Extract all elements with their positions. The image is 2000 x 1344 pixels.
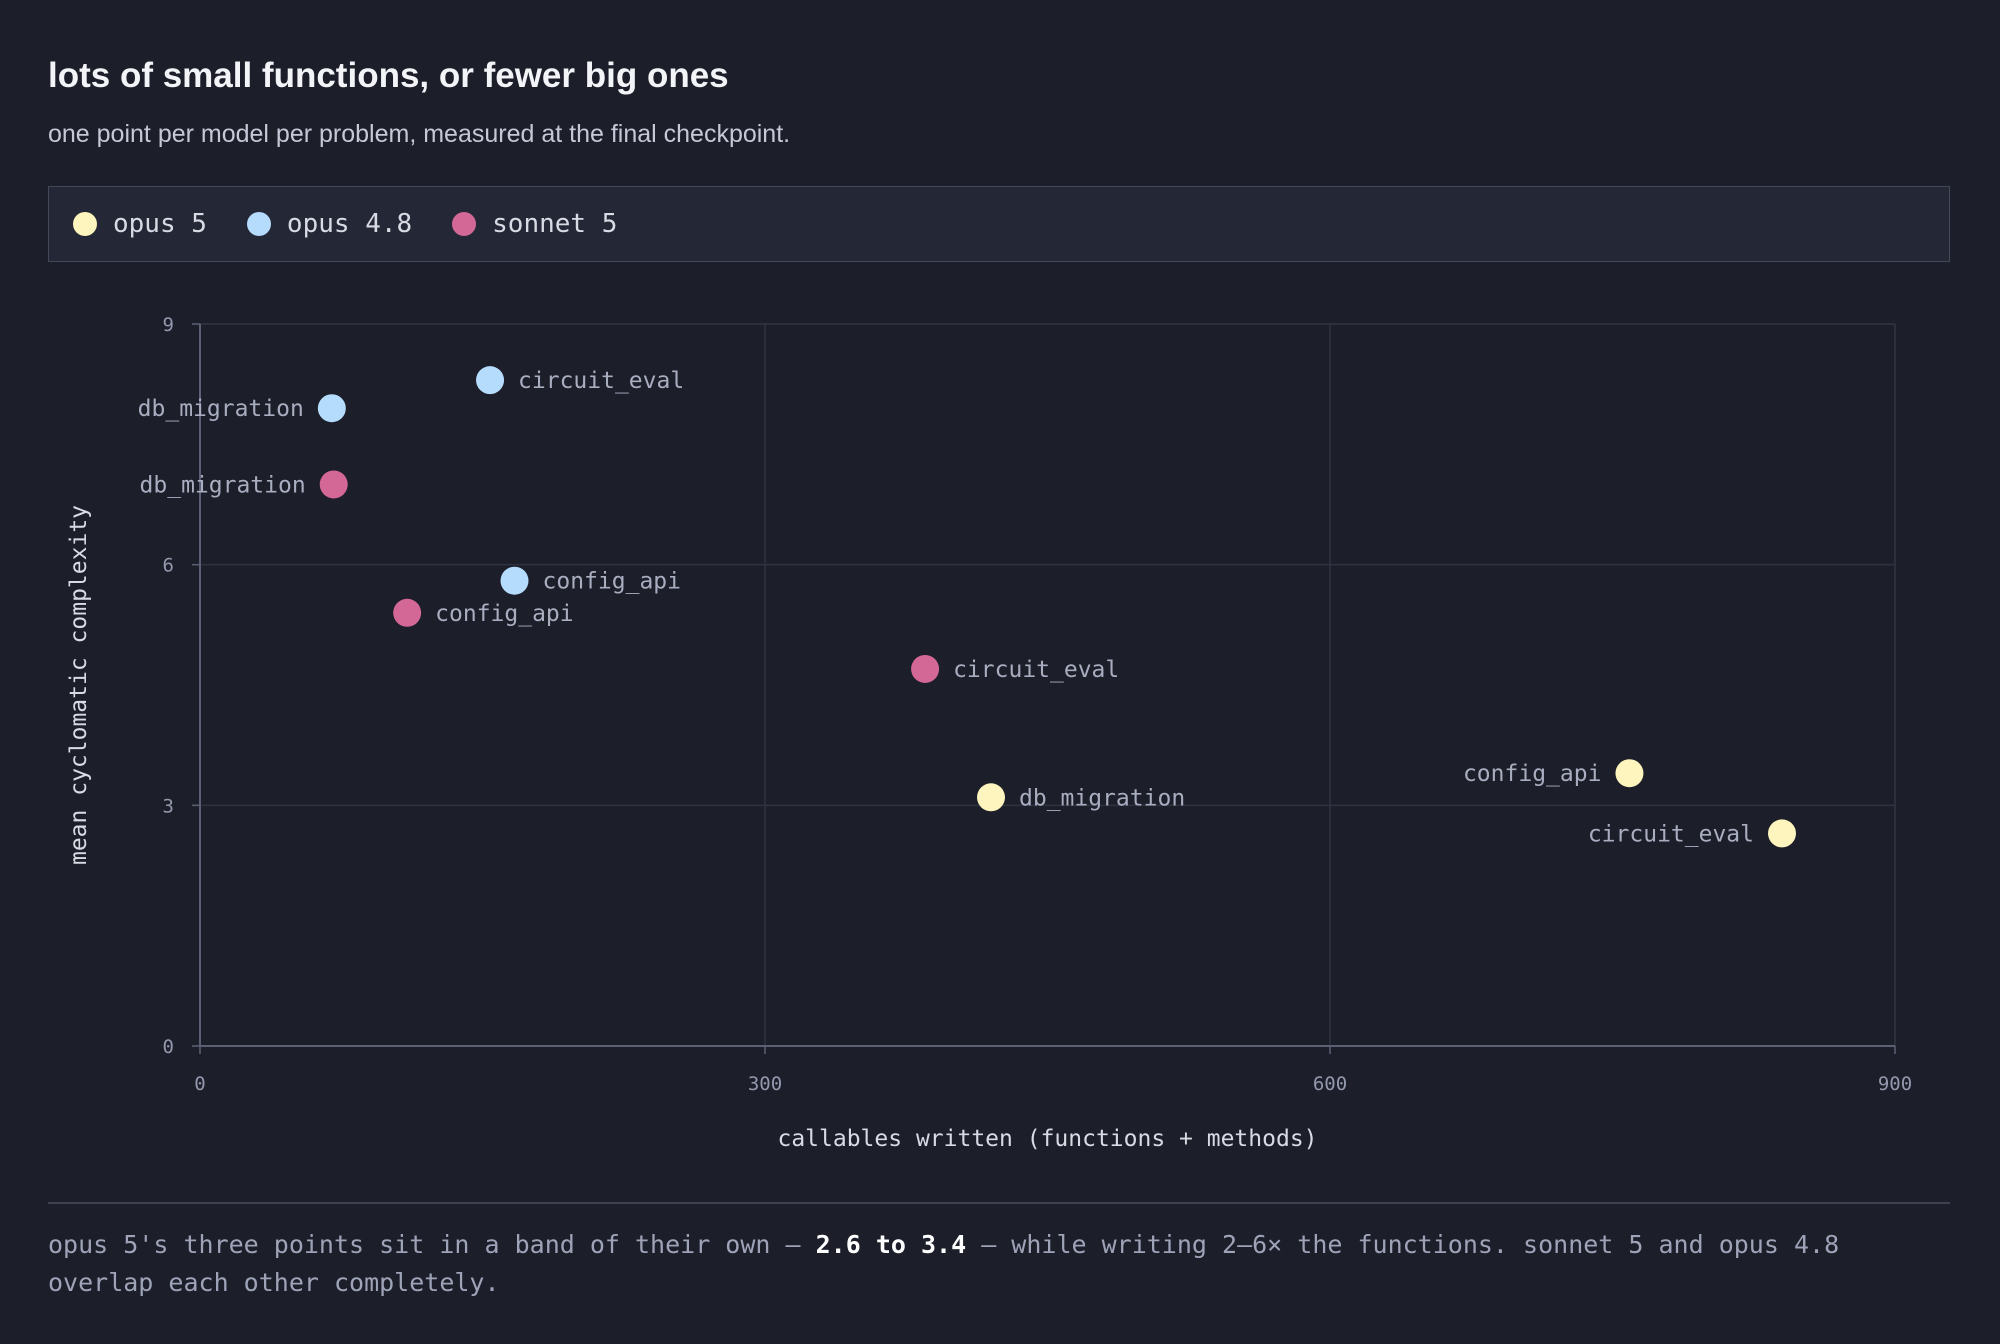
footnote: opus 5's three points sit in a band of t… — [48, 1226, 1958, 1302]
point-sonnet-5-config-api — [393, 598, 422, 627]
point-label-sonnet-5-db-migration: db_migration — [140, 472, 306, 498]
legend-label-sonnet-5: sonnet 5 — [492, 209, 618, 239]
legend: opus 5 opus 4.8 sonnet 5 — [48, 186, 1950, 262]
legend-item-sonnet-5: sonnet 5 — [452, 209, 617, 239]
x-tick-label: 0 — [194, 1073, 205, 1095]
point-sonnet-5-circuit-eval — [911, 654, 940, 683]
point-opus-4-8-db-migration — [317, 394, 346, 423]
point-label-opus-5-config-api: config_api — [1463, 761, 1601, 787]
point-label-opus-5-db-migration: db_migration — [1019, 785, 1185, 811]
y-tick-label: 6 — [163, 555, 174, 577]
legend-swatch-opus-4-8 — [246, 212, 271, 236]
x-axis-label: callables written (functions + methods) — [777, 1126, 1317, 1152]
point-opus-4-8-config-api — [500, 566, 529, 595]
point-label-opus-4-8-config-api: config_api — [543, 569, 681, 595]
point-label-opus-4-8-db-migration: db_migration — [138, 396, 304, 422]
point-opus-5-db-migration — [977, 783, 1005, 812]
y-tick-label: 9 — [163, 314, 174, 336]
footnote-text-after: — while writing 2–6× the functions. sonn… — [48, 1230, 1840, 1297]
point-opus-5-config-api — [1615, 759, 1644, 788]
x-tick-label: 900 — [1878, 1073, 1912, 1095]
point-label-sonnet-5-config-api: config_api — [435, 601, 573, 627]
footnote-divider — [48, 1202, 1950, 1204]
y-tick-label: 0 — [163, 1036, 174, 1058]
point-opus-5-circuit-eval — [1768, 819, 1796, 848]
point-label-opus-5-circuit-eval: circuit_eval — [1588, 821, 1754, 847]
legend-item-opus-5: opus 5 — [73, 209, 207, 239]
legend-item-opus-4-8: opus 4.8 — [246, 209, 413, 239]
point-label-opus-4-8-circuit-eval: circuit_eval — [518, 368, 684, 394]
point-label-sonnet-5-circuit-eval: circuit_eval — [953, 657, 1119, 683]
chart-title: lots of small functions, or fewer big on… — [48, 56, 729, 95]
legend-label-opus-5: opus 5 — [113, 209, 207, 239]
legend-label-opus-4-8: opus 4.8 — [286, 209, 413, 239]
y-axis-label: mean cyclomatic complexity — [66, 505, 92, 865]
footnote-text-before: opus 5's three points sit in a band of t… — [48, 1230, 816, 1259]
legend-swatch-opus-5 — [73, 212, 97, 236]
chart-subtitle: one point per model per problem, measure… — [48, 120, 791, 148]
x-tick-label: 600 — [1313, 1073, 1347, 1095]
point-sonnet-5-db-migration — [319, 470, 348, 499]
footnote-highlight: 2.6 to 3.4 — [815, 1230, 967, 1259]
point-opus-4-8-circuit-eval — [476, 366, 505, 395]
y-tick-label: 3 — [163, 795, 174, 817]
x-tick-label: 300 — [748, 1073, 782, 1095]
scatter-chart: 0 3 6 9 0 300 600 900 callables written (functio… — [66, 314, 1912, 1152]
legend-swatch-sonnet-5 — [452, 212, 477, 236]
